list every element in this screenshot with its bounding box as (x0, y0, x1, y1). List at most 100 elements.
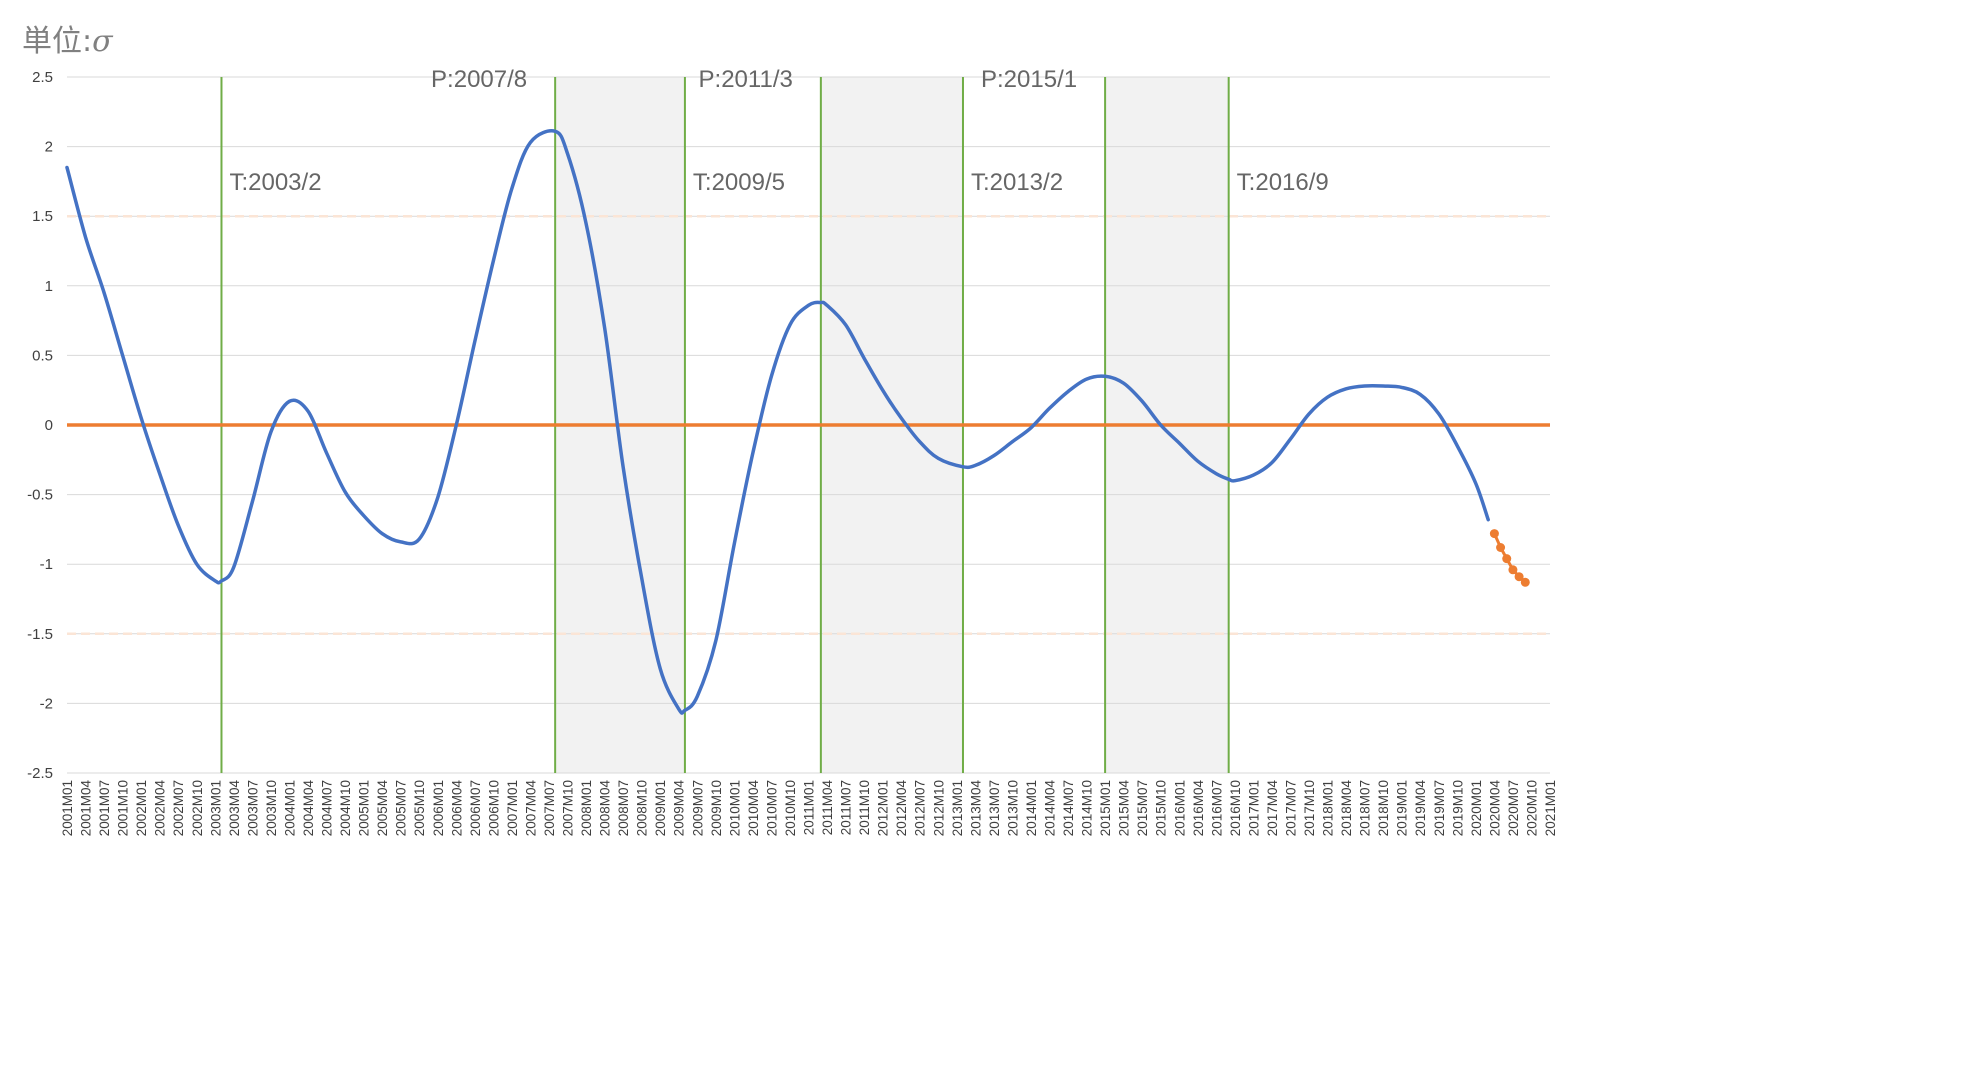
x-tick-label: 2002M10 (190, 780, 205, 836)
x-tick-label: 2010M07 (764, 780, 779, 836)
series-point-1 (1489, 529, 1499, 539)
y-axis-tick-labels: 2.5 2 1.5 1 0.5 0 -0.5 -1 -1.5 -2 -2.5 (27, 69, 53, 782)
y-tick-label: 2 (45, 139, 53, 156)
unit-label-prefix: 単位: (22, 24, 93, 59)
x-tick-label: 2008M04 (598, 780, 613, 837)
x-tick-label: 2005M07 (394, 780, 409, 836)
x-tick-label: 2009M01 (653, 780, 668, 836)
y-tick-label: 1.5 (32, 208, 53, 225)
x-tick-label: 2004M07 (320, 780, 335, 836)
x-tick-label: 2012M01 (876, 780, 891, 836)
y-tick-label: 0 (45, 417, 53, 434)
x-tick-label: 2019M04 (1413, 780, 1428, 837)
y-tick-label: 0.5 (32, 347, 53, 364)
x-tick-label: 2003M01 (208, 780, 223, 836)
series-point-1 (1496, 542, 1506, 552)
x-tick-label: 2014M07 (1061, 780, 1076, 836)
x-tick-label: 2011M04 (820, 780, 835, 836)
x-tick-label: 2009M10 (709, 780, 724, 836)
y-tick-label: -2 (40, 695, 53, 712)
x-tick-label: 2001M10 (116, 780, 131, 836)
unit-label: 単位:σ (22, 16, 113, 60)
turning-point-label: T:2003/2 (229, 169, 321, 196)
x-tick-label: 2001M04 (79, 780, 94, 837)
x-tick-label: 2001M07 (97, 780, 112, 836)
x-tick-label: 2013M04 (968, 780, 983, 837)
x-tick-label: 2015M10 (1154, 780, 1169, 836)
x-tick-label: 2015M01 (1098, 780, 1113, 836)
x-tick-label: 2019M07 (1432, 780, 1447, 836)
x-tick-label: 2018M04 (1339, 780, 1354, 837)
x-tick-label: 2005M01 (357, 780, 372, 836)
x-tick-label: 2017M01 (1246, 780, 1261, 836)
x-tick-label: 2007M10 (561, 780, 576, 836)
x-tick-label: 2011M10 (857, 780, 872, 835)
x-tick-label: 2003M07 (245, 780, 260, 836)
x-tick-label: 2001M01 (60, 780, 75, 836)
x-tick-label: 2007M01 (505, 780, 520, 836)
turning-point-label: P:2007/8 (431, 66, 527, 93)
x-tick-label: 2008M01 (579, 780, 594, 836)
series-point-1 (1502, 554, 1512, 564)
x-tick-label: 2010M10 (783, 780, 798, 836)
turning-point-label: T:2016/9 (1237, 169, 1329, 196)
x-tick-label: 2013M10 (1005, 780, 1020, 836)
x-tick-label: 2010M04 (746, 780, 761, 837)
x-tick-label: 2008M10 (635, 780, 650, 836)
x-tick-label: 2018M01 (1321, 780, 1336, 836)
series-point-1 (1508, 565, 1518, 575)
x-tick-label: 2014M10 (1080, 780, 1095, 836)
x-tick-label: 2012M10 (931, 780, 946, 836)
turning-point-label: T:2009/5 (693, 169, 785, 196)
x-tick-label: 2002M04 (153, 780, 168, 837)
y-tick-label: 1 (45, 278, 53, 295)
x-tick-label: 2018M07 (1358, 780, 1373, 836)
y-tick-label: -0.5 (27, 487, 53, 504)
y-tick-label: -2.5 (27, 765, 53, 782)
x-tick-label: 2002M07 (171, 780, 186, 836)
y-tick-label: -1 (40, 556, 53, 573)
x-tick-label: 2012M04 (894, 780, 909, 837)
x-tick-label: 2002M01 (134, 780, 149, 836)
sigma-band-lines (67, 214, 1550, 636)
x-tick-label: 2006M04 (449, 780, 464, 837)
x-tick-label: 2020M01 (1469, 780, 1484, 836)
x-tick-label: 2013M07 (987, 780, 1002, 836)
series-point-1 (1520, 577, 1530, 587)
x-tick-label: 2020M04 (1487, 780, 1502, 837)
x-tick-label: 2016M01 (1172, 780, 1187, 836)
x-tick-label: 2017M10 (1302, 780, 1317, 836)
x-tick-label: 2016M10 (1228, 780, 1243, 836)
x-tick-label: 2003M04 (227, 780, 242, 837)
x-tick-label: 2017M07 (1283, 780, 1298, 836)
y-tick-label: -1.5 (27, 626, 53, 643)
x-tick-label: 2006M10 (486, 780, 501, 836)
x-tick-label: 2017M04 (1265, 780, 1280, 837)
x-tick-label: 2004M04 (301, 780, 316, 837)
turning-point-label: P:2011/3 (699, 66, 793, 93)
x-tick-label: 2006M07 (468, 780, 483, 836)
x-tick-label: 2021M01 (1543, 780, 1558, 836)
y-tick-label: 2.5 (32, 69, 53, 86)
x-tick-label: 2005M10 (412, 780, 427, 836)
x-tick-label: 2020M10 (1524, 780, 1539, 836)
x-tick-label: 2019M10 (1450, 780, 1465, 836)
series-line-0 (65, 129, 1490, 715)
unit-label-symbol: σ (92, 24, 113, 59)
x-tick-label: 2020M07 (1506, 780, 1521, 836)
x-tick-label: 2016M07 (1209, 780, 1224, 836)
turning-point-label: P:2015/1 (981, 66, 1077, 93)
x-tick-label: 2010M01 (727, 780, 742, 836)
turning-point-labels: T:2003/2 P:2007/8 T:2009/5 P:2011/3 T:2013/2… (229, 66, 1328, 196)
x-tick-label: 2012M07 (913, 780, 928, 836)
x-tick-label: 2014M01 (1024, 780, 1039, 836)
x-tick-label: 2003M10 (264, 780, 279, 836)
x-tick-label: 2011M07 (839, 780, 854, 835)
x-tick-label: 2019M01 (1395, 780, 1410, 836)
x-tick-label: 2015M04 (1117, 780, 1132, 837)
x-tick-label: 2013M01 (950, 780, 965, 836)
x-tick-label: 2018M10 (1376, 780, 1391, 836)
x-tick-label: 2011M01 (802, 780, 817, 835)
series-point-1 (1514, 572, 1524, 582)
